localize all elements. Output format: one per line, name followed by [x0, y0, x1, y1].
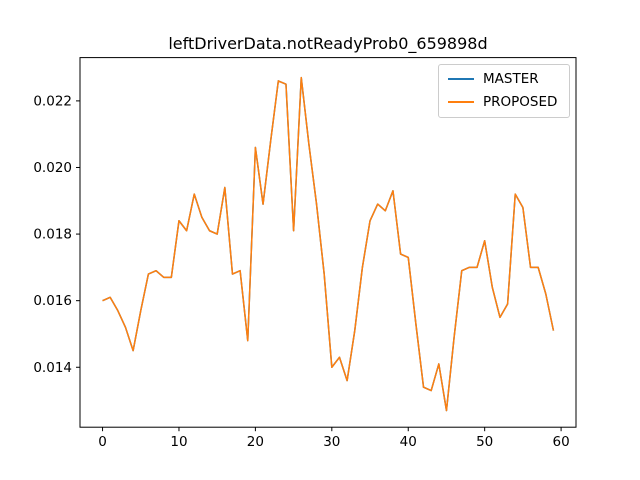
legend-line-swatch [448, 101, 474, 103]
axes: 0 10 20 30 40 50 60 0.014 0.016 0.018 0.020 0.022 [33, 57, 577, 450]
x-tick-label: 0 [98, 434, 107, 450]
x-tick-label: 60 [553, 434, 570, 450]
legend-item-master: MASTER [448, 71, 560, 87]
x-tick-label: 10 [170, 434, 187, 450]
legend-label: PROPOSED [483, 94, 558, 110]
x-tick-label: 50 [476, 434, 493, 450]
x-tick-label: 30 [323, 434, 340, 450]
y-tick-label: 0.014 [33, 360, 72, 376]
x-tick-label: 20 [247, 434, 264, 450]
y-tick-label: 0.022 [33, 93, 72, 109]
legend-label: MASTER [483, 71, 539, 87]
plot-series [102, 76, 555, 412]
y-tick-label: 0.018 [33, 227, 72, 243]
legend: MASTER PROPOSED [438, 64, 570, 118]
legend-line-swatch [448, 78, 474, 80]
x-tick-label: 40 [400, 434, 417, 450]
y-tick-label: 0.016 [33, 293, 72, 309]
y-tick-label: 0.020 [33, 160, 72, 176]
chart-title: leftDriverData.notReadyProb0_659898d [168, 34, 488, 53]
plot-area-border [79, 57, 577, 428]
series-line-proposed [102, 76, 555, 412]
legend-item-proposed: PROPOSED [448, 94, 560, 110]
